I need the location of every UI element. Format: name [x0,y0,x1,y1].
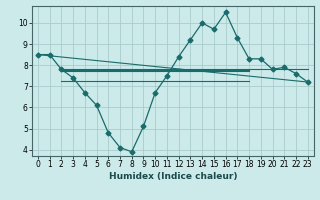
X-axis label: Humidex (Indice chaleur): Humidex (Indice chaleur) [108,172,237,181]
